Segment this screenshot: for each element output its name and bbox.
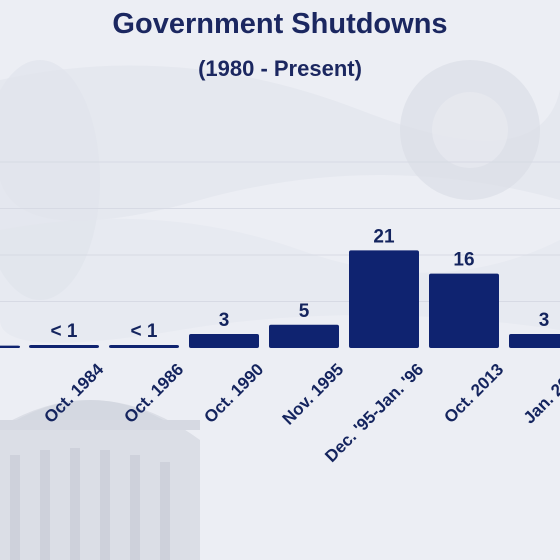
bar xyxy=(349,250,419,348)
data-labels: < 1 < 1 3 5 21 16 3 xyxy=(51,226,550,342)
x-tick-label: Nov. 1995 xyxy=(279,360,348,429)
bar-edge xyxy=(0,345,20,348)
x-tick-label: Oct. 1990 xyxy=(200,360,267,427)
capitol-dome-image xyxy=(0,400,200,560)
bar-value-label: < 1 xyxy=(51,321,78,342)
bar xyxy=(29,345,99,348)
bar-value-label: 16 xyxy=(453,250,474,271)
bar-value-label: 3 xyxy=(539,310,550,331)
x-tick-label: Oct. 1984 xyxy=(40,359,107,426)
bar xyxy=(109,345,179,348)
bar-value-label: < 1 xyxy=(131,321,158,342)
bar xyxy=(269,324,339,348)
chart-subtitle: (1980 - Present) xyxy=(198,56,362,81)
x-tick-labels: Oct. 1984 Oct. 1986 Oct. 1990 Nov. 1995Dec.… xyxy=(40,359,560,465)
bars xyxy=(0,250,560,348)
x-tick-label: Jan. 2018 xyxy=(520,360,560,428)
chart-title: Government Shutdowns xyxy=(112,8,448,40)
bar xyxy=(189,334,259,348)
bar xyxy=(509,334,560,348)
bar-value-label: 3 xyxy=(219,310,230,331)
bar-value-label: 21 xyxy=(373,226,395,247)
bar-value-label: 5 xyxy=(299,301,310,322)
bar xyxy=(429,273,499,348)
x-tick-label: Oct. 1986 xyxy=(120,360,187,427)
x-tick-label: Oct. 2013 xyxy=(440,360,507,427)
